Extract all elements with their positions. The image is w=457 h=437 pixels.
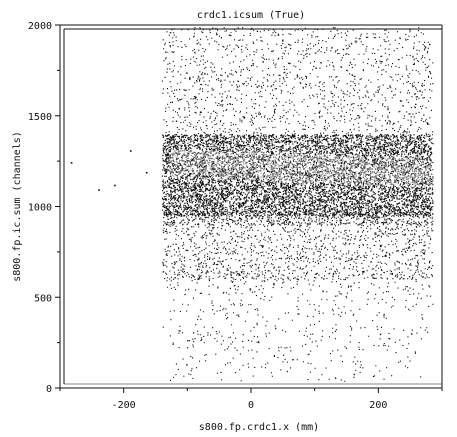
- y-axis-ticks: 0 500 1000 1500 2000: [28, 21, 60, 395]
- outlier-point-0: [70, 162, 73, 164]
- outlier-point-4: [145, 172, 148, 174]
- y-axis-label: s800.fp.ic.sum (channels): [12, 131, 23, 282]
- x-tick-label: -200: [112, 400, 136, 411]
- x-axis-label: s800.fp.crdc1.x (mm): [199, 422, 319, 433]
- x-axis-ticks: -200 0 200: [59, 388, 443, 411]
- y-tick-label: 0: [46, 384, 52, 395]
- x-tick-label: 0: [248, 400, 254, 411]
- light-band: [168, 148, 434, 188]
- y-tick-label: 1000: [28, 203, 52, 214]
- x-tick-label: 200: [369, 400, 387, 411]
- points-layer: [70, 27, 434, 382]
- outlier-point-1: [98, 189, 100, 191]
- y-tick-label: 2000: [28, 21, 52, 32]
- chart-title: crdc1.icsum (True): [197, 10, 305, 21]
- y-tick-label: 1500: [28, 112, 52, 123]
- outlier-point-3: [130, 150, 132, 152]
- scatter-points: [161, 27, 434, 382]
- outlier-point-2: [114, 184, 116, 187]
- y-tick-label: 500: [34, 293, 52, 304]
